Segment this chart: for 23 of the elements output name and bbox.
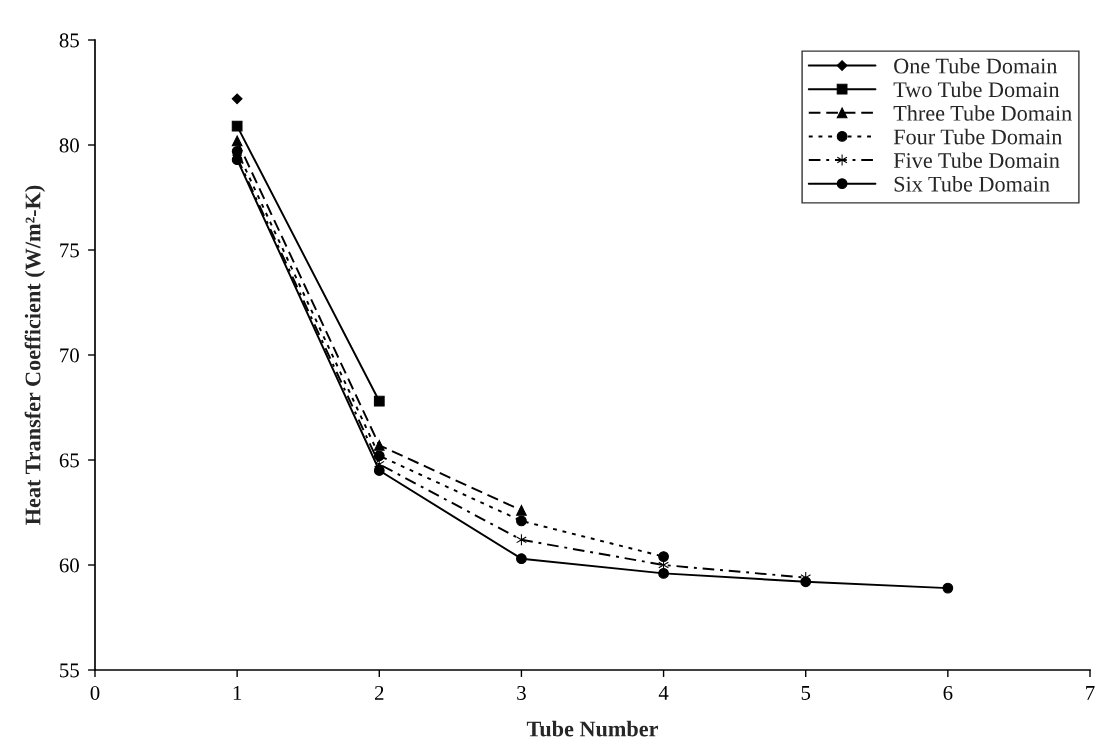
x-tick-label: 1 [233, 685, 242, 700]
y-tick-label: 70 [60, 348, 79, 363]
legend-label: Five Tube Domain [893, 152, 1060, 169]
x-tick-label: 6 [943, 685, 953, 700]
legend-label: Six Tube Domain [894, 176, 1050, 192]
legend-label: Four Tube Domain [893, 128, 1063, 145]
legend-label: One Tube Domain [894, 57, 1058, 74]
x-tick-label: 0 [90, 685, 100, 700]
y-tick-label: 65 [59, 453, 79, 468]
y-axis-title: Heat Transfer Coefficient (W/m²-K) [24, 185, 45, 525]
y-tick-label: 80 [59, 138, 79, 153]
x-axis-title: Tube Number [526, 720, 658, 737]
y-tick-label: 75 [60, 243, 79, 258]
x-tick-label: 5 [801, 686, 811, 700]
legend-label: Two Tube Domain [893, 81, 1060, 98]
x-tick-label: 3 [517, 685, 526, 700]
y-tick-label: 85 [59, 33, 79, 48]
x-tick-label: 4 [658, 686, 669, 700]
y-tick-label: 55 [60, 663, 79, 678]
y-tick-label: 60 [59, 558, 79, 573]
x-tick-label: 7 [1086, 686, 1095, 700]
x-tick-label: 2 [374, 685, 384, 700]
legend-label: Three Tube Domain [893, 105, 1072, 121]
